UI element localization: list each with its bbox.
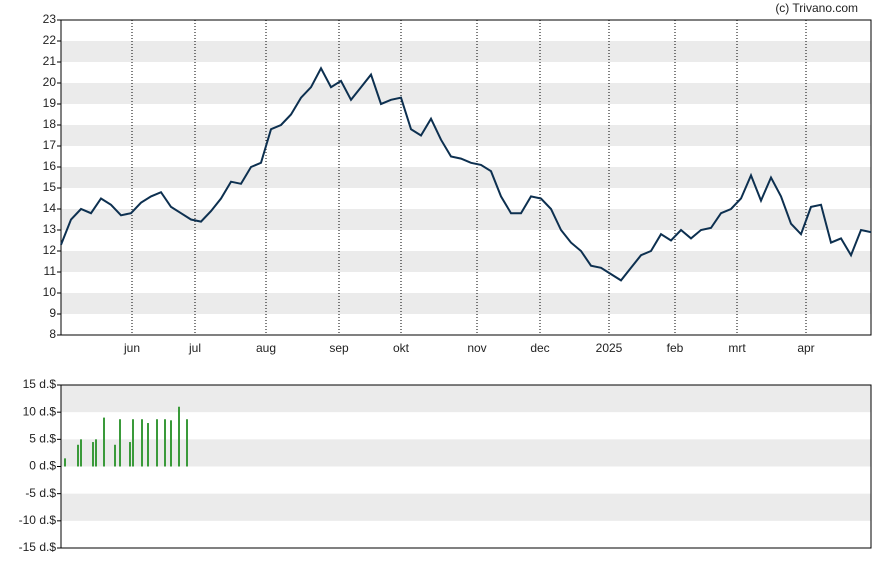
y-tick-label: 15 d.$ [23, 377, 57, 391]
y-tick-label: 13 [43, 222, 57, 236]
grid-band [61, 209, 871, 230]
grid-band [61, 493, 871, 521]
x-tick-label: 2025 [596, 341, 623, 355]
y-tick-label: 10 [43, 285, 57, 299]
bar [92, 442, 94, 467]
bar [132, 419, 134, 467]
y-tick-label: 15 [43, 180, 57, 194]
grid-band [61, 385, 871, 413]
x-tick-label: aug [256, 341, 276, 355]
bar [141, 419, 143, 467]
plot-frame [60, 19, 872, 336]
x-tick-label: apr [797, 341, 814, 355]
y-tick-label: -15 d.$ [19, 540, 57, 554]
grid-band [61, 83, 871, 104]
bar [147, 423, 149, 467]
y-tick-label: 20 [43, 75, 57, 89]
grid-band [61, 125, 871, 146]
x-tick-label: dec [530, 341, 549, 355]
grid-band [61, 439, 871, 467]
y-tick-label: 9 [49, 306, 56, 320]
y-tick-label: 5 d.$ [29, 432, 56, 446]
bar [119, 419, 121, 467]
bar [186, 419, 188, 467]
y-tick-label: 14 [43, 201, 57, 215]
bar [156, 419, 158, 467]
y-tick-label: 19 [43, 96, 57, 110]
grid-band [61, 41, 871, 62]
bar [178, 406, 180, 467]
x-tick-label: mrt [728, 341, 746, 355]
bar [95, 439, 97, 467]
x-tick-label: sep [329, 341, 349, 355]
y-tick-label: -10 d.$ [19, 513, 57, 527]
y-tick-label: 23 [43, 12, 57, 26]
y-tick-label: 17 [43, 138, 57, 152]
y-tick-label: 11 [44, 264, 57, 278]
bar [164, 419, 166, 467]
y-tick-label: 10 d.$ [23, 404, 57, 418]
bar [80, 439, 82, 467]
price-line [60, 66, 872, 282]
bar [64, 458, 66, 467]
grid-band [61, 293, 871, 314]
bar [129, 442, 131, 467]
y-tick-label: 12 [43, 243, 57, 257]
bar [170, 420, 172, 467]
y-tick-label: 21 [43, 54, 57, 68]
y-tick-label: -5 d.$ [25, 486, 56, 500]
y-tick-label: 18 [43, 117, 57, 131]
plot-frame [60, 384, 872, 549]
y-tick-label: 16 [43, 159, 57, 173]
y-tick-label: 0 d.$ [29, 459, 56, 473]
grid-band [61, 251, 871, 272]
grid-band [61, 167, 871, 188]
x-tick-label: feb [667, 341, 684, 355]
y-tick-label: 8 [49, 327, 56, 341]
bar [77, 444, 79, 467]
bar [103, 417, 105, 467]
bar [114, 444, 116, 467]
source: (c) Trivano.com [775, 1, 858, 15]
y-tick-label: 22 [43, 33, 57, 47]
x-tick-label: jun [123, 341, 140, 355]
x-tick-label: nov [467, 341, 486, 355]
x-tick-label: jul [188, 341, 201, 355]
x-tick-label: okt [393, 341, 410, 355]
